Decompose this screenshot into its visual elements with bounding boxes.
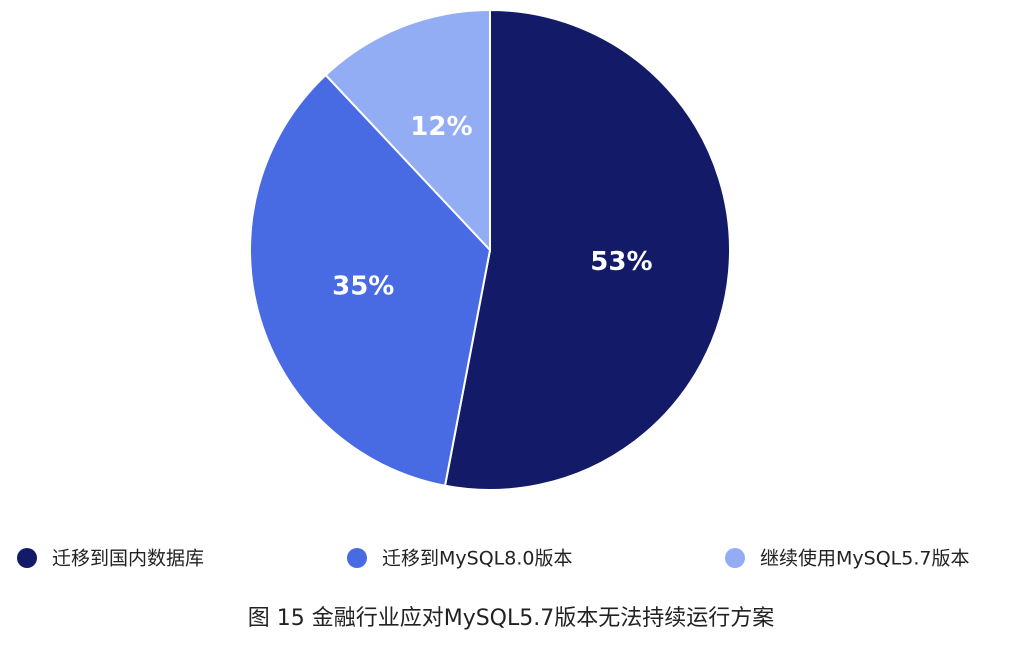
legend-label: 迁移到国内数据库 [52,548,204,570]
pie-slice [324,8,491,253]
data-label: 35% [332,271,394,301]
data-label: 53% [590,247,652,277]
legend-label: 迁移到MySQL8.0版本 [382,548,572,570]
legend-label: 继续使用MySQL5.7版本 [760,548,969,570]
legend-marker [17,548,37,568]
legend-marker [347,548,367,568]
data-label: 12% [410,112,472,142]
pie-slice [443,8,731,491]
chart-title: 图 15 金融行业应对MySQL5.7版本无法持续运行方案 [248,606,775,631]
pie-slice [249,73,492,487]
legend-marker [725,548,745,568]
